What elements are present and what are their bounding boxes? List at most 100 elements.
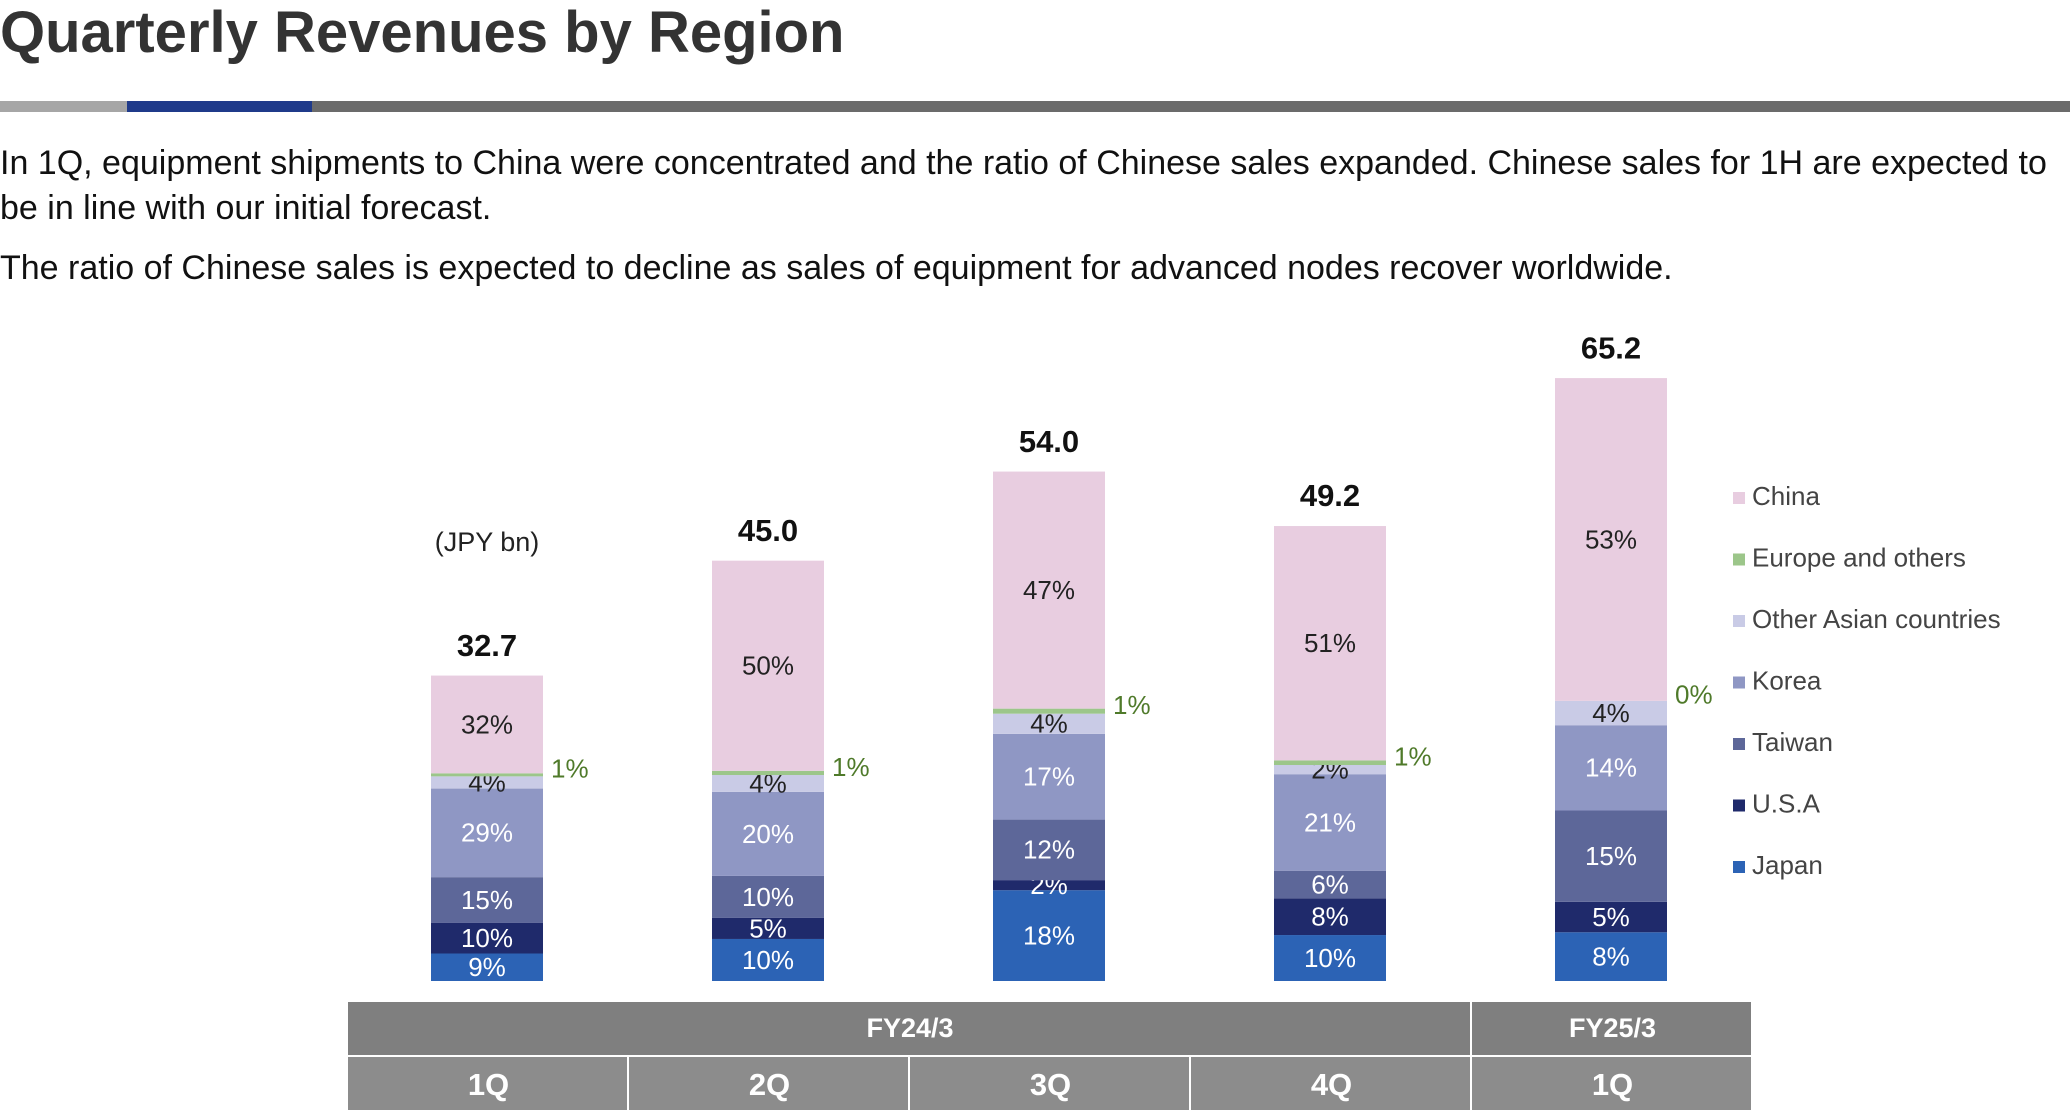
legend-label: Japan xyxy=(1752,850,1823,880)
bar-segment xyxy=(993,708,1105,714)
rule-segment xyxy=(0,101,127,112)
value-label: 17% xyxy=(1023,762,1075,792)
rule-segment xyxy=(127,101,312,112)
value-label: 5% xyxy=(1592,902,1630,932)
value-label: 47% xyxy=(1023,575,1075,605)
total-label: 65.2 xyxy=(1581,330,1641,365)
bar-segment xyxy=(1274,898,1386,936)
total-label: 45.0 xyxy=(738,513,798,548)
value-label: 1% xyxy=(1394,742,1432,772)
bar-segment xyxy=(993,733,1105,820)
bar-segment xyxy=(993,471,1105,709)
bar-segment xyxy=(431,788,543,878)
bar-segment xyxy=(1555,932,1667,981)
value-label: 14% xyxy=(1585,753,1637,783)
value-label: 10% xyxy=(742,945,794,975)
value-label: 10% xyxy=(461,923,513,953)
legend-marker xyxy=(1733,799,1745,812)
value-label: 8% xyxy=(1592,942,1630,972)
legend-marker xyxy=(1733,861,1745,873)
value-label: 0% xyxy=(1675,680,1713,710)
legend-marker xyxy=(1733,738,1745,750)
bar-segment xyxy=(1274,870,1386,899)
bar-segment xyxy=(1555,725,1667,811)
total-label: 49.2 xyxy=(1300,478,1360,513)
table-cell xyxy=(348,1002,1470,1055)
value-label: 8% xyxy=(1311,902,1349,932)
bar-segment xyxy=(712,791,824,876)
bar-segment xyxy=(712,875,824,918)
bar-segment xyxy=(1555,901,1667,933)
legend-label: Korea xyxy=(1752,665,1822,695)
legend-label: China xyxy=(1752,481,1820,511)
paragraph: The ratio of Chinese sales is expected t… xyxy=(0,249,1673,287)
legend-label: Europe and others xyxy=(1752,542,1966,572)
x-tick-label: 4Q xyxy=(1311,1067,1352,1102)
value-label: 29% xyxy=(461,818,513,848)
value-label: 53% xyxy=(1585,524,1637,554)
x-tick-label: 1Q xyxy=(1592,1067,1633,1102)
value-label: 20% xyxy=(742,819,794,849)
group-label: FY25/3 xyxy=(1569,1013,1656,1043)
value-label: 1% xyxy=(551,754,589,784)
bar-segment xyxy=(1555,378,1667,701)
legend-label: Other Asian countries xyxy=(1752,604,2001,634)
value-label: 51% xyxy=(1304,628,1356,658)
legend-label: Taiwan xyxy=(1752,727,1833,757)
table-cell xyxy=(1191,1057,1470,1110)
bar-segment xyxy=(1274,760,1386,766)
rule-segment xyxy=(312,101,2070,112)
page-title: Quarterly Revenues by Region xyxy=(0,0,845,65)
value-label: 50% xyxy=(742,651,794,681)
legend-marker xyxy=(1733,553,1745,566)
bar-segment xyxy=(431,773,543,777)
bar-segment xyxy=(993,819,1105,881)
bar-segment xyxy=(712,917,824,939)
paragraph: In 1Q, equipment shipments to China were… xyxy=(0,144,2047,227)
x-tick-label: 3Q xyxy=(1030,1067,1071,1102)
table-cell xyxy=(348,1057,627,1110)
unit-label: (JPY bn) xyxy=(435,527,540,557)
bar-segment xyxy=(993,713,1105,734)
x-tick-label: 2Q xyxy=(749,1067,790,1102)
value-label: 10% xyxy=(1304,943,1356,973)
value-label: 5% xyxy=(749,913,787,943)
value-label: 10% xyxy=(742,882,794,912)
value-label: 15% xyxy=(461,885,513,915)
value-label: 4% xyxy=(1592,698,1630,728)
bar-segment xyxy=(431,922,543,954)
bar-segment xyxy=(1555,810,1667,902)
bar-segment xyxy=(993,880,1105,891)
table-cell xyxy=(910,1057,1189,1110)
value-label: 6% xyxy=(1311,869,1349,899)
legend-marker xyxy=(1733,492,1745,504)
legend-marker xyxy=(1733,615,1745,627)
value-label: 18% xyxy=(1023,920,1075,950)
value-label: 9% xyxy=(468,952,506,982)
value-label: 15% xyxy=(1585,841,1637,871)
bar-segment xyxy=(431,776,543,789)
table-cell xyxy=(1472,1057,1751,1110)
value-label: 12% xyxy=(1023,835,1075,865)
legend-label: U.S.A xyxy=(1752,788,1821,818)
table-cell xyxy=(1472,1002,1751,1055)
bar-segment xyxy=(1274,774,1386,871)
group-label: FY24/3 xyxy=(866,1013,953,1043)
bar-segment xyxy=(1555,700,1667,726)
value-label: 32% xyxy=(461,709,513,739)
bar-segment xyxy=(712,775,824,792)
bar-segment xyxy=(712,770,824,776)
x-tick-label: 1Q xyxy=(468,1067,509,1102)
bar-segment xyxy=(1274,765,1386,775)
bar-segment xyxy=(1274,526,1386,761)
bar-segment xyxy=(431,953,543,981)
value-label: 1% xyxy=(832,752,870,782)
bar-segment xyxy=(431,675,543,774)
bar-segment xyxy=(431,877,543,923)
bar-segment xyxy=(993,890,1105,981)
total-label: 54.0 xyxy=(1019,424,1079,459)
value-label: 21% xyxy=(1304,807,1356,837)
legend-marker xyxy=(1733,676,1745,689)
